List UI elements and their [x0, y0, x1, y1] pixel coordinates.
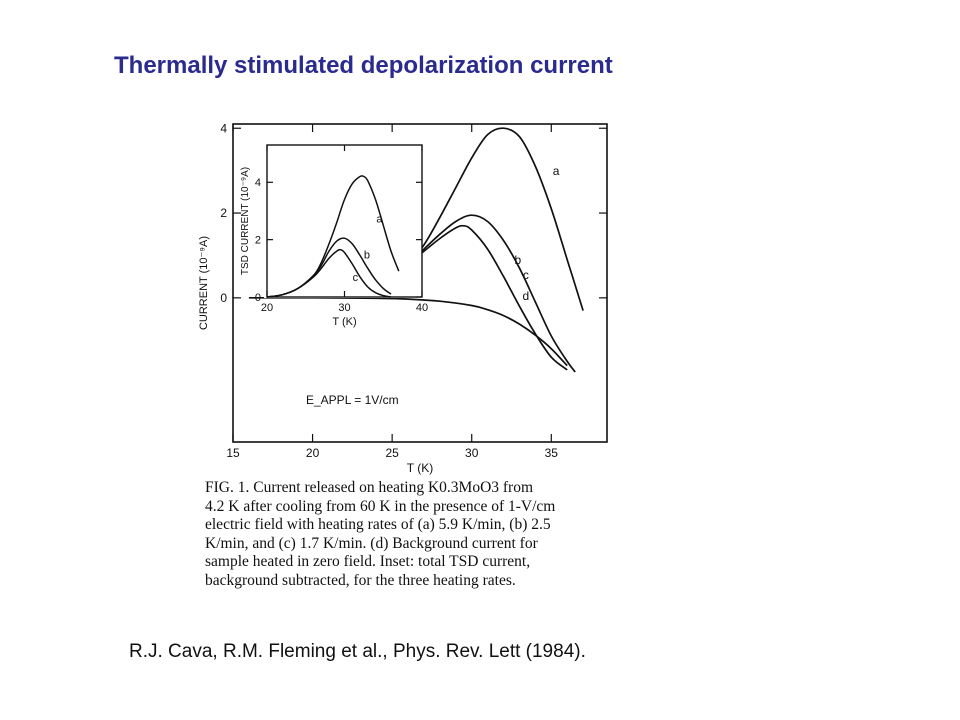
inset-series-c-line — [266, 248, 392, 298]
main-annotation-e-appl: E_APPL = 1V/cm — [306, 393, 399, 407]
inset-series-a-label: a — [376, 213, 383, 225]
main-y-tick-label: 4 — [220, 121, 227, 135]
slide-title: Thermally stimulated depolarization curr… — [114, 52, 613, 79]
main-x-tick-label: 30 — [465, 446, 479, 460]
main-y-tick-label: 2 — [220, 206, 227, 220]
main-series-d-line — [248, 296, 568, 367]
inset-series-c-label: c — [353, 272, 359, 284]
caption-line: background subtracted, for the three hea… — [205, 571, 516, 589]
inset-background — [264, 143, 422, 298]
inset-series-b-label: b — [364, 249, 370, 261]
inset-y-tick-label: 4 — [255, 177, 261, 189]
caption-line: sample heated in zero field. Inset: tota… — [205, 553, 531, 571]
figure-caption: FIG. 1. Current released on heating K0.3… — [205, 479, 625, 591]
caption-line: K/min, and (c) 1.7 K/min. (d) Background… — [205, 534, 538, 552]
inset-plot: 20 30 40 0 2 4 T (K) TSD CURRENT (10⁻⁹A) a bc — [240, 143, 428, 328]
caption-line: FIG. 1. Current released on heating K0.3… — [205, 479, 534, 496]
inset-x-tick-label: 40 — [416, 302, 428, 314]
main-y-tick-label: 0 — [220, 291, 227, 305]
main-series-a-label: a — [553, 164, 560, 178]
main-x-axis-label: T (K) — [407, 461, 433, 475]
caption-line: electric field with heating rates of (a)… — [205, 516, 551, 534]
main-series-b-label: b — [515, 253, 522, 267]
main-frame — [232, 123, 608, 443]
main-x-tick-label: 35 — [545, 446, 559, 460]
main-x-tick-label: 15 — [226, 446, 240, 460]
inset-x-axis-label: T (K) — [332, 316, 356, 328]
citation: R.J. Cava, R.M. Fleming et al., Phys. Re… — [129, 641, 586, 662]
inset-x-tick-label: 30 — [338, 302, 350, 314]
inset-y-axis-label: TSD CURRENT (10⁻⁹A) — [240, 167, 251, 275]
main-series-c-label: c — [523, 268, 529, 282]
main-series-d-label: d — [522, 289, 529, 303]
inset-y-tick-label: 0 — [255, 292, 261, 304]
main-x-tick-label: 20 — [306, 446, 320, 460]
caption-line: 4.2 K after cooling from 60 K in the pre… — [205, 497, 556, 515]
main-y-axis-label: CURRENT (10⁻⁹A) — [198, 236, 210, 330]
inset-x-tick-label: 20 — [261, 302, 273, 314]
inset-y-tick-label: 2 — [255, 234, 261, 246]
main-x-tick-label: 25 — [385, 446, 399, 460]
